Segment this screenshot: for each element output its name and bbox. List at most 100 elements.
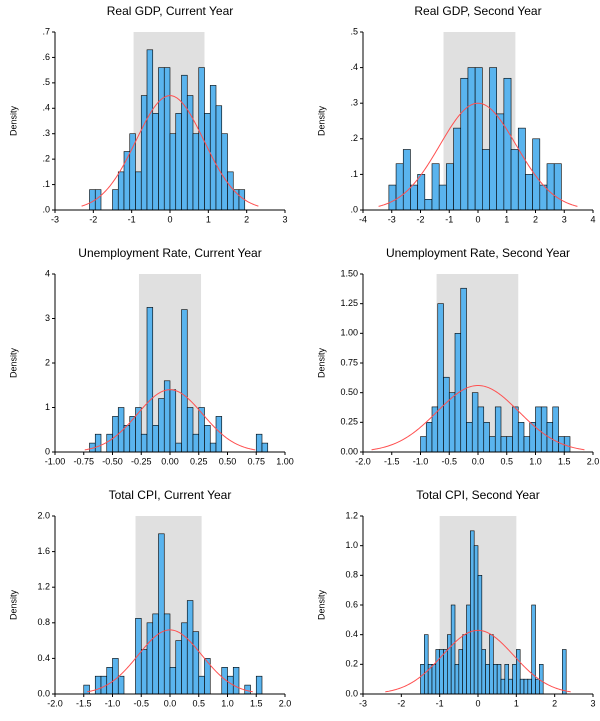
bar <box>489 67 497 211</box>
bar <box>129 133 136 211</box>
bar <box>438 184 447 211</box>
bar <box>402 149 411 211</box>
x-tick-label: 0 <box>475 214 480 224</box>
bar <box>443 649 448 695</box>
x-tick-label: 2 <box>533 214 538 224</box>
bar <box>532 138 541 211</box>
bar <box>425 422 433 453</box>
bar <box>474 67 483 211</box>
chart-title: Total CPI, Current Year <box>109 488 232 502</box>
bar <box>94 433 102 453</box>
bar <box>535 678 540 695</box>
bar <box>175 113 182 211</box>
bar <box>447 634 452 695</box>
y-tick-label: 0 <box>45 446 50 456</box>
bar <box>437 303 444 453</box>
y-tick-label: 0.00 <box>340 446 358 456</box>
bar <box>117 675 125 695</box>
x-tick-label: -1.5 <box>76 698 92 708</box>
bar <box>482 149 490 211</box>
bar <box>388 184 397 211</box>
y-tick-label: 2.0 <box>37 510 50 520</box>
bar <box>192 133 200 211</box>
bar <box>467 67 476 211</box>
y-tick-label: .0 <box>42 204 50 214</box>
x-tick-label: -1.00 <box>45 456 66 466</box>
bar <box>540 406 548 453</box>
bar <box>255 675 263 695</box>
bar <box>563 436 571 453</box>
y-tick-label: .1 <box>350 169 358 179</box>
y-axis-label: Density <box>316 105 326 136</box>
bar <box>198 407 205 453</box>
y-tick-label: .4 <box>350 62 358 72</box>
y-tick-label: 0.2 <box>345 659 358 669</box>
bar <box>458 649 463 695</box>
panel: Total CPI, Current Year Density 0.0 0.4 0.8 1… <box>8 488 291 708</box>
bar <box>517 127 526 211</box>
bar <box>519 678 525 695</box>
x-tick-label: -3 <box>388 214 396 224</box>
bar <box>527 678 532 695</box>
bar <box>466 604 471 695</box>
bar <box>215 105 223 211</box>
bar <box>117 171 125 211</box>
x-tick-label: 2 <box>244 214 249 224</box>
y-tick-label: .1 <box>42 179 50 189</box>
normal-curve <box>81 95 259 207</box>
bar <box>175 442 182 453</box>
y-tick-label: 0.25 <box>340 417 358 427</box>
bar <box>227 171 234 211</box>
x-tick-label: -1 <box>436 698 444 708</box>
bar <box>477 575 483 695</box>
bar <box>443 376 450 453</box>
bar <box>417 174 426 211</box>
y-tick-label: 0.0 <box>37 688 50 698</box>
bar <box>523 678 529 695</box>
bar <box>158 533 165 695</box>
bar <box>552 406 559 453</box>
x-tick-label: -2 <box>397 698 405 708</box>
bar <box>481 649 486 695</box>
chart-title: Real GDP, Current Year <box>107 4 234 18</box>
bar <box>489 634 494 695</box>
bar <box>450 604 456 695</box>
bar <box>496 113 505 211</box>
y-axis-label: Density <box>8 589 18 620</box>
bar <box>181 622 188 695</box>
bar <box>186 407 194 453</box>
y-tick-label: 3 <box>45 313 50 323</box>
y-tick-label: 0.4 <box>345 629 358 639</box>
x-tick-label: 0.75 <box>247 456 265 466</box>
x-tick-label: 1.5 <box>558 456 571 466</box>
panel: Real GDP, Second Year Density .0 .1 .2 .3 .4 .5… <box>316 4 595 224</box>
bar <box>186 95 194 211</box>
bar <box>539 664 544 695</box>
bar <box>221 133 228 211</box>
x-tick-label: 1 <box>514 698 519 708</box>
bar <box>500 678 506 695</box>
y-tick-label: 4 <box>45 268 50 278</box>
x-tick-label: -1.5 <box>384 456 400 466</box>
x-tick-label: -1 <box>128 214 136 224</box>
bar <box>181 309 188 453</box>
bar <box>152 613 159 695</box>
bar <box>169 133 177 211</box>
x-tick-label: 0.5 <box>500 456 513 466</box>
x-tick-label: 0.0 <box>472 456 485 466</box>
bar <box>460 287 467 453</box>
y-tick-label: 0.75 <box>340 357 358 367</box>
x-tick-label: -2.0 <box>355 456 371 466</box>
y-tick-label: 0.8 <box>345 570 358 580</box>
bar <box>112 189 119 211</box>
y-tick-label: .4 <box>42 103 50 113</box>
x-tick-label: 0.25 <box>190 456 208 466</box>
bar <box>135 407 142 453</box>
bar <box>123 151 131 211</box>
normal-curve <box>378 102 578 207</box>
x-tick-label: 4 <box>590 214 595 224</box>
y-tick-label: 1.0 <box>345 540 358 550</box>
bar <box>395 163 404 211</box>
bar <box>470 530 475 695</box>
